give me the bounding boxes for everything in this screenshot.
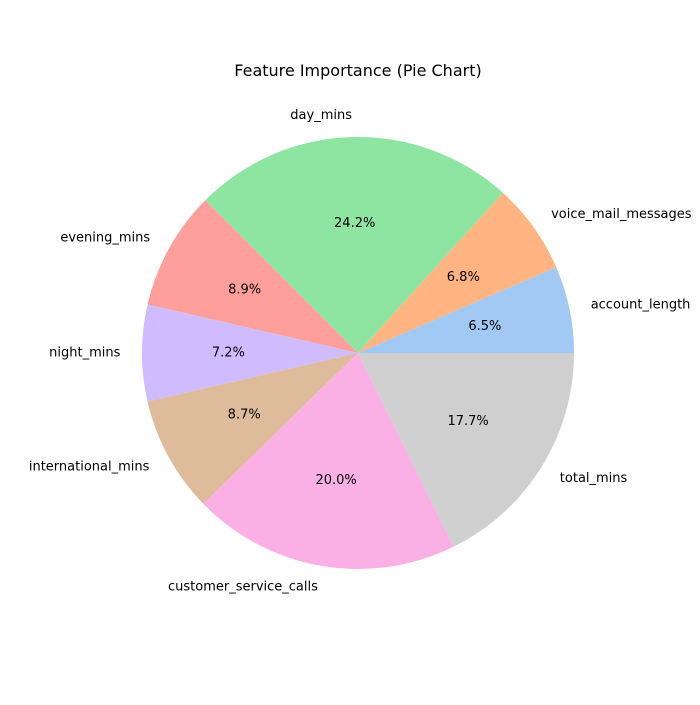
slice-label-international-mins: international_mins (29, 459, 150, 474)
slice-percent-international-mins: 8.7% (228, 408, 261, 423)
pie-slice-international-mins (147, 353, 358, 504)
pie-slice-total-mins (358, 353, 574, 547)
pie-slice-night-mins (141, 304, 358, 402)
pie-slice-day-mins (205, 136, 503, 353)
slice-label-voice-mail-messages: voice_mail_messages (551, 207, 692, 222)
slice-label-account-length: account_length (591, 297, 691, 312)
slice-label-customer-service-calls: customer_service_calls (168, 580, 318, 595)
slice-percent-day-mins: 24.2% (334, 216, 375, 231)
chart-title: Feature Importance (Pie Chart) (234, 61, 481, 80)
slice-label-night-mins: night_mins (49, 346, 120, 361)
slice-label-day-mins: day_mins (290, 108, 352, 123)
slice-percent-account-length: 6.5% (468, 319, 501, 334)
slice-percent-total-mins: 17.7% (447, 414, 488, 429)
slice-percent-night-mins: 7.2% (212, 346, 245, 361)
pie-slice-account-length (358, 267, 574, 353)
slice-label-total-mins: total_mins (560, 471, 628, 486)
pie-labels: account_length 6.5% voice_mail_messages 6.8… (29, 108, 692, 595)
pie-slice-evening-mins (147, 200, 358, 353)
pie-slice-voice-mail-messages (358, 192, 557, 353)
slice-percent-evening-mins: 8.9% (228, 283, 261, 298)
pie-slice-customer-service-calls (203, 353, 454, 569)
pie-slices (141, 136, 574, 569)
slice-percent-voice-mail-messages: 6.8% (447, 270, 480, 285)
slice-percent-customer-service-calls: 20.0% (315, 473, 356, 488)
slice-label-evening-mins: evening_mins (60, 230, 150, 245)
